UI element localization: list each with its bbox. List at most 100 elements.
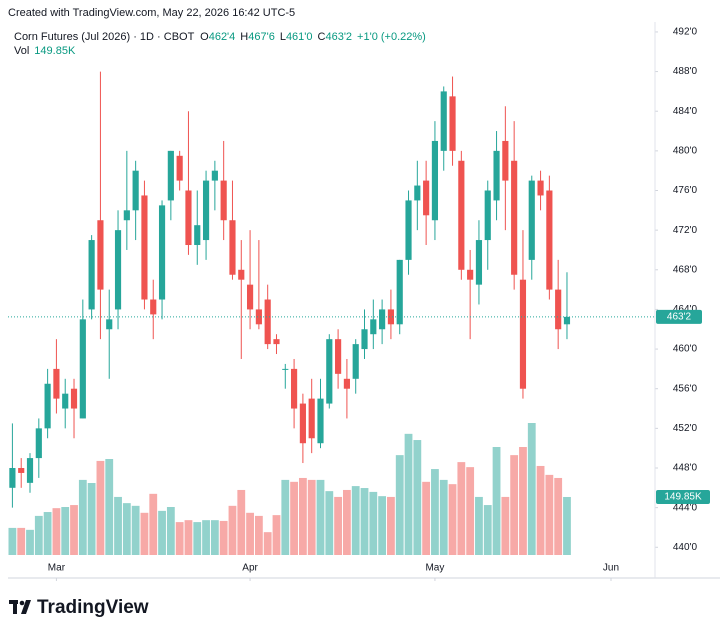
candle-body <box>291 368 298 409</box>
volume-bar <box>325 491 334 555</box>
candle-body <box>493 150 500 201</box>
y-tick-label: 488'0 <box>673 66 698 77</box>
volume-bar <box>43 512 52 555</box>
candle-body <box>440 91 447 151</box>
candle-body <box>202 180 210 241</box>
volume-bar <box>202 520 210 555</box>
candle-body <box>70 388 78 409</box>
volume-bar <box>8 527 17 555</box>
candle-body <box>176 155 183 181</box>
close-value: 463'2 <box>325 31 352 43</box>
candle-body <box>405 200 412 260</box>
volume-bar <box>501 496 510 555</box>
volume-bar <box>131 505 140 555</box>
candle-body <box>528 180 535 260</box>
candle-body <box>53 368 60 399</box>
volume-bar <box>193 522 202 555</box>
y-tick-label: 492'0 <box>673 27 698 38</box>
candle-body <box>519 279 527 389</box>
candle-body <box>255 309 262 325</box>
volume-bar <box>166 507 175 555</box>
candle-body <box>317 398 324 444</box>
candle-body <box>264 299 271 345</box>
candle-body <box>299 403 306 444</box>
volume-bar <box>563 496 571 555</box>
candle-body <box>467 269 474 280</box>
y-tick-label: 464'0 <box>673 304 698 315</box>
volume-bar <box>34 515 43 555</box>
volume-bar <box>87 483 96 555</box>
candle-body <box>563 316 571 325</box>
volume-bar <box>510 455 519 555</box>
volume-bar <box>70 505 78 555</box>
volume-bar <box>175 522 184 555</box>
candle-body <box>79 319 86 419</box>
last-price-box <box>656 309 702 324</box>
candle-body <box>211 170 218 181</box>
volume-bar <box>263 532 272 555</box>
volume-bar <box>554 477 563 555</box>
y-tick-label: 456'0 <box>673 383 698 394</box>
candle-body <box>475 240 483 285</box>
y-tick-label: 452'0 <box>673 423 698 434</box>
brand: TradingView <box>37 597 149 618</box>
volume-bar <box>360 488 369 555</box>
volume-bar <box>378 496 387 555</box>
x-tick-label: Jun <box>603 563 619 574</box>
volume-bar <box>298 477 307 555</box>
x-tick-label: May <box>425 563 444 574</box>
volume-bar <box>475 496 483 555</box>
volume-bar <box>307 479 316 555</box>
volume-label: Vol <box>14 45 29 57</box>
candle-body <box>326 339 333 404</box>
volume-bar <box>184 520 193 555</box>
candle-body <box>537 180 544 196</box>
candle-body <box>449 96 456 151</box>
volume-bar <box>527 423 536 555</box>
volume-bar <box>545 474 554 555</box>
candle-body <box>62 393 69 409</box>
high-value: 467'6 <box>248 31 275 43</box>
volume-bar <box>78 479 87 555</box>
volume-bar <box>237 489 246 555</box>
close-label: C <box>318 31 326 43</box>
volume-bar <box>105 459 114 555</box>
candle-body <box>229 220 236 275</box>
candle-body <box>35 428 42 459</box>
candle-body <box>123 210 130 221</box>
volume-bar <box>448 484 457 555</box>
volume-bar <box>395 455 404 555</box>
low-value: 461'0 <box>286 31 313 43</box>
candle-body <box>273 339 280 345</box>
candle-body <box>352 344 359 379</box>
candle-body <box>396 259 403 325</box>
volume-bar <box>26 529 34 555</box>
candle-body <box>44 383 51 429</box>
open-value: 462'4 <box>209 31 236 43</box>
candle-body <box>370 319 377 335</box>
volume-bar <box>246 512 254 555</box>
last-price-label: 463'2 <box>667 312 692 323</box>
volume-bar <box>466 467 475 555</box>
candle-body <box>502 140 509 181</box>
candle-body <box>308 398 315 439</box>
candle-body <box>9 467 16 488</box>
candle-body <box>484 190 491 241</box>
candle-body <box>150 299 157 315</box>
y-tick-label: 476'0 <box>673 185 698 196</box>
logo-shape <box>13 600 17 614</box>
volume-bar <box>96 460 105 555</box>
candle-body <box>106 319 113 330</box>
volume-value: 149.85K <box>34 45 76 57</box>
y-tick-label: 480'0 <box>673 146 698 157</box>
volume-bar <box>404 433 413 555</box>
logo-shape <box>19 600 25 606</box>
volume-bar <box>149 493 158 555</box>
candle-body <box>26 458 34 483</box>
candle-body <box>185 190 192 246</box>
volume-bar <box>351 486 360 555</box>
candle-body <box>546 190 553 290</box>
volume-bar <box>457 462 466 555</box>
y-tick-label: 468'0 <box>673 264 698 275</box>
